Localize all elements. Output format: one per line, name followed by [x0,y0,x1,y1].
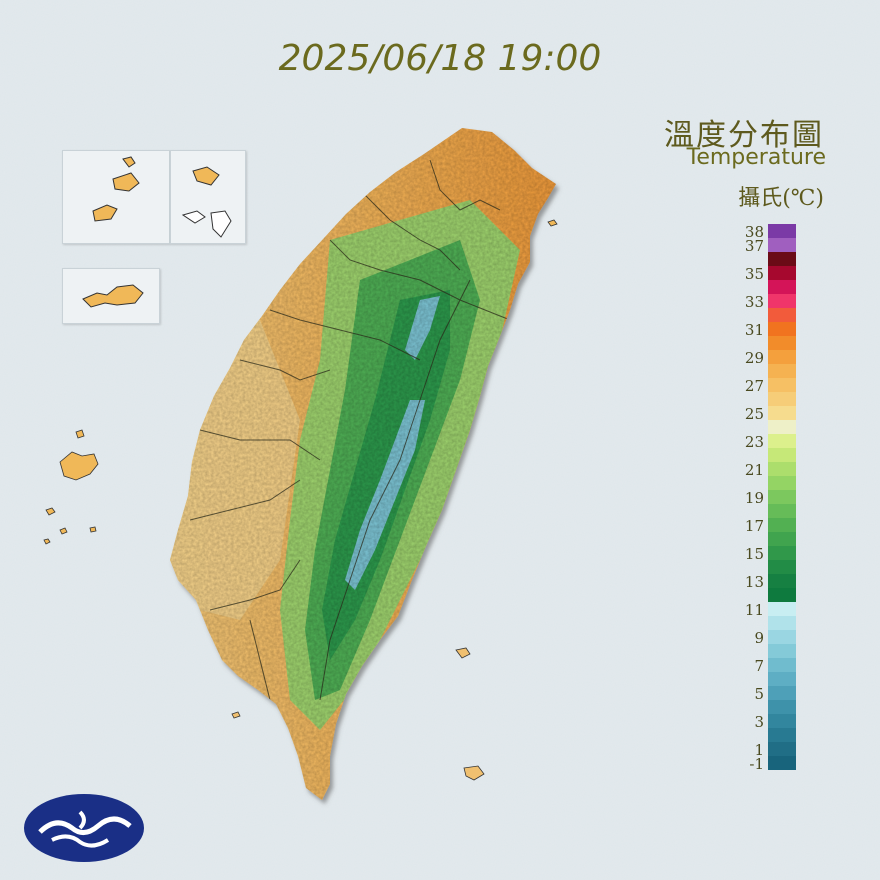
scale-swatch [768,392,796,406]
orchid-island [463,765,485,781]
scale-swatch [768,448,796,462]
scale-tick-label: 31 [745,321,764,339]
scale-swatch [768,420,796,434]
scale-tick-label: 15 [745,545,764,563]
inset-kinmen [62,268,160,324]
island-shape [82,284,144,308]
scale-swatch [768,434,796,448]
scale-swatch [768,742,796,756]
scale-swatch [768,756,796,770]
island-shape [92,156,140,222]
penghu-islands [43,429,99,545]
scale-swatch [768,280,796,294]
scale-swatch [768,574,796,588]
scale-swatch [768,714,796,728]
scale-swatch [768,700,796,714]
scale-swatch [768,560,796,574]
kinmen-shape [82,284,144,308]
cwa-logo [24,794,144,862]
scale-swatch [768,378,796,392]
scale-swatch [768,308,796,322]
scale-swatch [768,266,796,280]
legend-unit: 攝氏(℃) [738,186,824,211]
scale-swatch [768,658,796,672]
scale-swatch [768,602,796,616]
scale-swatch [768,322,796,336]
scale-swatch [768,350,796,364]
island-shape [192,166,220,186]
scale-swatch [768,364,796,378]
scale-tick-label: 13 [745,573,764,591]
scale-tick-label: 21 [745,461,764,479]
scale-tick-label: -1 [749,755,764,773]
scale-tick-label: 29 [745,349,764,367]
scale-swatch [768,728,796,742]
guishan-island [547,219,558,227]
scale-swatch [768,686,796,700]
scale-tick-label: 19 [745,489,764,507]
scale-tick-label: 33 [745,293,764,311]
county-borders [189,159,511,701]
scale-swatch [768,546,796,560]
scale-swatch [768,336,796,350]
scale-swatch [768,588,796,602]
scale-tick-label: 1 [754,741,764,759]
scale-tick-label: 38 [745,223,764,241]
scale-swatch [768,294,796,308]
scale-swatch [768,224,796,238]
scale-tick-label: 25 [745,405,764,423]
scale-tick-label: 5 [754,685,764,703]
legend-subtitle: Temperature [686,145,826,170]
green-island [455,647,471,659]
scale-swatch [768,630,796,644]
scale-tick-label: 27 [745,377,764,395]
legend-title: 溫度分布圖 [664,118,824,153]
scale-swatch [768,532,796,546]
scale-tick-label: 7 [754,657,764,675]
island-shape [181,210,232,238]
scale-tick-label: 17 [745,517,764,535]
inset-matsu-north [170,150,246,244]
scale-swatch [768,252,796,266]
scale-swatch [768,672,796,686]
xiaoliuqiu-island [231,711,241,719]
scale-swatch [768,238,796,252]
scale-tick-label: 37 [745,237,764,255]
scale-swatch [768,406,796,420]
matsu-islands-shape [92,156,140,222]
matsu-north-shape [181,166,232,238]
scale-swatch [768,644,796,658]
timestamp: 2025/06/18 19:00 [278,38,602,79]
scale-swatch [768,616,796,630]
scale-tick-label: 3 [754,713,764,731]
scale-tick-label: 23 [745,433,764,451]
scale-swatch [768,490,796,504]
inset-matsu-islands [62,150,170,244]
scale-tick-label: 11 [745,601,764,619]
scale-tick-label: 9 [754,629,764,647]
scale-tick-label: 35 [745,265,764,283]
scale-swatch [768,504,796,518]
scale-swatch [768,462,796,476]
scale-swatch [768,518,796,532]
scale-swatch [768,476,796,490]
